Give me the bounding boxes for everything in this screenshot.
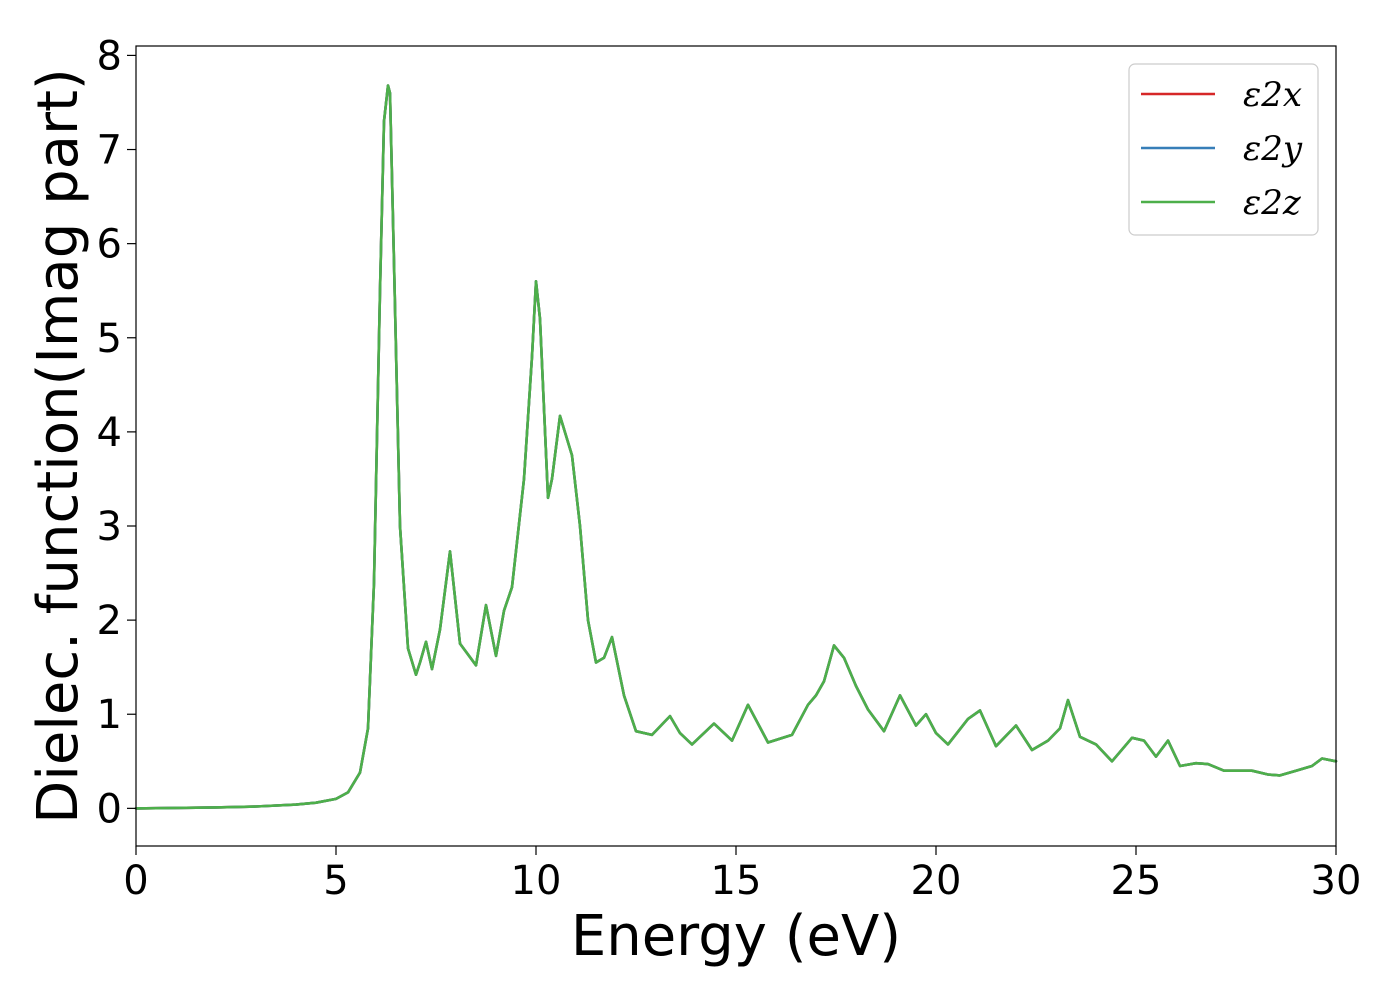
x-tick-label: 10	[511, 858, 562, 904]
y-tick-label: 7	[97, 128, 122, 174]
legend-label-1: ε2x	[1243, 75, 1302, 115]
y-tick-label: 3	[97, 504, 122, 550]
y-axis-title: Dielec. function(Imag part)	[26, 68, 91, 824]
y-tick-label: 0	[97, 786, 122, 832]
y-axis-ticks: 0 1 2 3 4 5 6 7 8	[97, 33, 136, 832]
x-axis-ticks: 0 5 10 15 20 25 30	[123, 846, 1361, 904]
legend-box	[1128, 63, 1319, 236]
y-tick-label: 6	[97, 222, 122, 268]
x-tick-label: 20	[911, 858, 962, 904]
x-tick-label: 25	[1111, 858, 1162, 904]
x-tick-label: 30	[1311, 858, 1362, 904]
series-line-3	[134, 84, 1338, 810]
legend: ε2x ε2y ε2z	[1128, 63, 1319, 236]
y-tick-label: 4	[97, 410, 122, 456]
legend-label-3: ε2z	[1243, 183, 1302, 223]
x-tick-label: 5	[323, 858, 348, 904]
y-tick-label: 5	[97, 316, 122, 362]
x-tick-label: 15	[711, 858, 762, 904]
y-tick-label: 8	[97, 33, 122, 79]
series-layer	[134, 84, 1338, 810]
y-tick-label: 2	[97, 598, 122, 644]
x-tick-label: 0	[123, 858, 148, 904]
legend-label-2: ε2y	[1243, 129, 1303, 169]
y-tick-label: 1	[97, 692, 122, 738]
x-axis-title: Energy (eV)	[571, 904, 901, 969]
